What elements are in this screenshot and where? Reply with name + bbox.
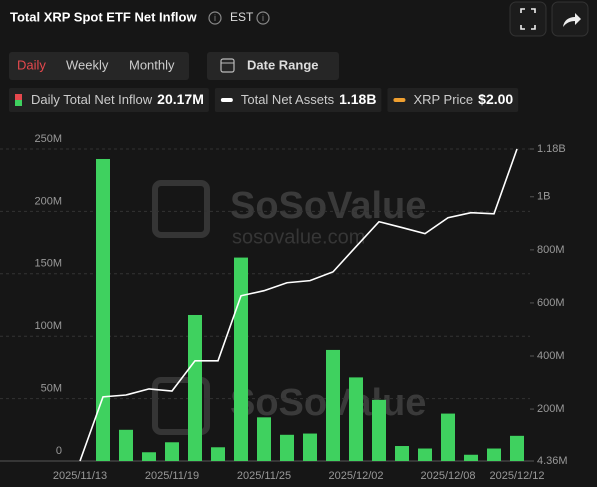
fullscreen-button[interactable] <box>509 1 547 37</box>
legend-value: 20.17M <box>157 91 204 107</box>
bar <box>165 442 179 461</box>
legend-swatch <box>393 98 406 102</box>
bar <box>487 448 501 461</box>
fullscreen-icon <box>520 8 536 30</box>
bar <box>142 452 156 461</box>
y-tick-label: 100M <box>34 320 62 332</box>
legend-name: Total Net Assets <box>241 92 335 107</box>
legend-name: XRP Price <box>413 92 473 107</box>
date-range-button[interactable] <box>207 52 339 80</box>
legend-item: Total Net Assets 1.18B <box>214 88 382 112</box>
y2-tick-label: 4.36M <box>537 455 568 467</box>
bar <box>372 399 386 461</box>
tab-weekly[interactable]: Weekly <box>66 57 109 72</box>
bar <box>96 158 110 461</box>
title: Total XRP Spot ETF Net Inflow <box>10 9 197 24</box>
bar <box>441 413 455 461</box>
y2-tick-label: 1.18B <box>537 143 566 155</box>
legend-value: $2.00 <box>478 91 513 107</box>
watermark-logo <box>152 180 210 238</box>
bar <box>395 446 409 461</box>
legend: Daily Total Net Inflow 20.17M Total Net As… <box>9 88 519 112</box>
legend-swatch <box>15 94 22 100</box>
legend-swatch <box>220 98 233 102</box>
x-tick-label: 2025/12/12 <box>489 470 544 482</box>
legend-item: XRP Price $2.00 <box>387 88 519 112</box>
y-tick-label: 0 <box>56 445 62 457</box>
date-range: Date Range <box>247 57 319 72</box>
y2-tick-label: 200M <box>537 403 565 415</box>
watermark-url: sosovalue.com <box>232 226 365 248</box>
bar <box>280 434 294 461</box>
bar <box>349 377 363 461</box>
tab-monthly[interactable]: Monthly <box>129 57 175 72</box>
y2-tick-label: 400M <box>537 350 565 362</box>
x-tick-label: 2025/11/19 <box>145 470 199 482</box>
share-icon <box>563 13 581 27</box>
info-i: i <box>214 13 216 23</box>
bar <box>510 435 524 461</box>
y2-tick-label: 800M <box>537 244 565 256</box>
bar <box>257 417 271 461</box>
legend-name: Daily Total Net Inflow <box>31 92 153 107</box>
timezone: EST <box>230 10 254 24</box>
watermark: SoSoValue <box>230 185 426 227</box>
y-tick-label: 50M <box>41 383 62 395</box>
legend-box <box>9 88 209 112</box>
bar <box>119 429 133 461</box>
plot: SoSoValuesosovalue.comSoSoValue050M100M1… <box>0 133 568 482</box>
y-tick-label: 200M <box>34 195 62 207</box>
bar <box>234 257 248 461</box>
legend-value: 1.18B <box>339 91 376 107</box>
legend-swatch <box>15 100 22 106</box>
info-icon[interactable] <box>208 11 222 25</box>
info-i: i <box>262 13 264 23</box>
bar <box>303 433 317 461</box>
x-tick-label: 2025/11/25 <box>237 470 291 482</box>
bar <box>188 314 202 461</box>
y2-tick-label: 1B <box>537 191 550 203</box>
info-icon[interactable] <box>256 11 270 25</box>
y2-tick-label: 600M <box>537 297 565 309</box>
bar <box>464 454 478 461</box>
x-tick-label: 2025/11/13 <box>53 470 107 482</box>
x-tick-label: 2025/12/08 <box>420 470 475 482</box>
period-tabs <box>9 52 189 80</box>
bar <box>326 349 340 461</box>
y-tick-label: 250M <box>34 133 62 145</box>
tab-daily[interactable]: Daily <box>17 57 46 72</box>
bar <box>418 448 432 461</box>
legend-box <box>214 88 382 112</box>
legend-box <box>387 88 519 112</box>
calendar-icon <box>220 58 235 73</box>
x-tick-label: 2025/12/02 <box>328 470 383 482</box>
line <box>79 148 518 462</box>
legend-item: Daily Total Net Inflow 20.17M <box>9 88 209 112</box>
y-tick-label: 150M <box>34 258 62 270</box>
bar <box>211 447 225 461</box>
